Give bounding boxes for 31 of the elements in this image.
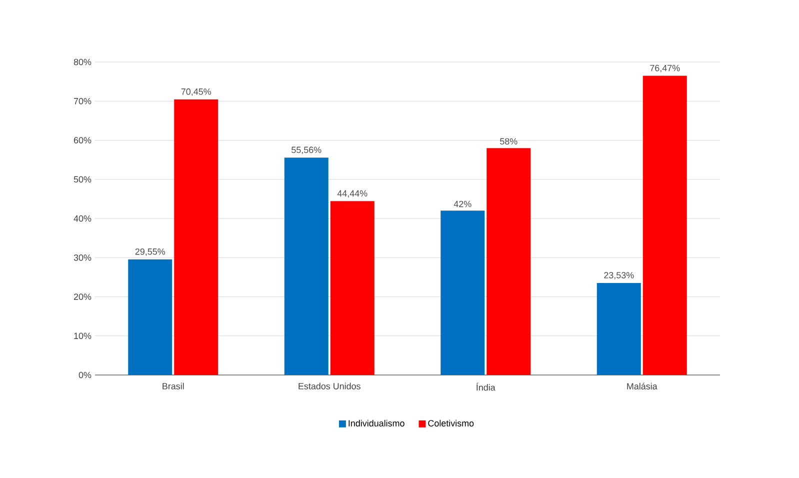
data-label: 76,47% [650,64,680,72]
data-label: 70,45% [181,88,212,96]
data-label: 42% [454,200,472,208]
bar [486,148,531,375]
bar [128,259,172,375]
bar [174,99,218,375]
y-tick-label: 50% [74,176,92,183]
data-label: 55,56% [292,146,322,154]
y-tick-label: 80% [74,58,92,66]
x-tick-label: Índia [476,382,496,391]
x-tick-label: Brasil [162,382,184,390]
y-tick-label: 70% [74,98,92,104]
y-tick-label: 40% [74,215,92,222]
bar [330,201,374,375]
legend-label: Individualismo [348,420,404,426]
legend-label: Coletivismo [428,420,474,426]
data-label: 23,53% [604,272,634,280]
x-tick-label: Malásia [627,382,658,390]
bar [440,210,485,375]
y-tick-label: 60% [74,137,92,144]
bar [596,282,641,375]
x-tick-label: Estados Unidos [298,382,360,390]
y-tick-label: 0% [78,372,92,378]
data-label: 58% [500,138,518,145]
y-tick-label: 10% [74,332,92,340]
y-tick-label: 20% [74,294,92,300]
bar [284,158,328,375]
y-tick-label: 30% [74,254,92,261]
bar [642,76,687,375]
data-label: 44,44% [337,190,368,198]
data-label: 29,55% [135,248,166,256]
